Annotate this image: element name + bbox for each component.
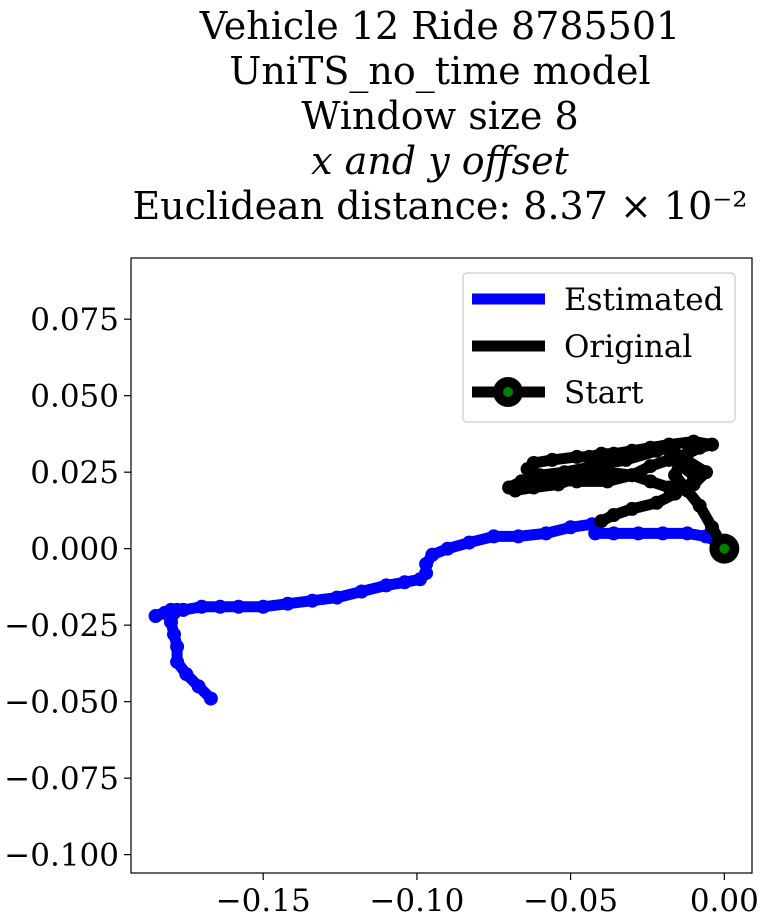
series-point-estimated [170,639,185,654]
series-point-estimated [440,541,455,556]
series-point-original [606,446,621,461]
series-point-estimated [179,667,194,682]
x-tick-label: 0.00 [690,883,759,919]
series-point-estimated [680,526,695,541]
series-point-original [619,452,633,467]
series-point-original [643,474,658,489]
series-point-original [668,446,683,461]
series-point-estimated [164,602,178,617]
legend: Estimated Original Start [462,272,736,423]
series-point-original [600,474,615,489]
x-tick-label: −0.05 [523,883,618,919]
series-point-estimated [379,578,394,593]
series-point-original [502,480,517,495]
legend-label-original: Original [564,329,692,365]
series-point-original [588,459,603,474]
series-point-original [686,474,701,489]
series-point-original [569,474,584,489]
series-point-estimated [256,599,271,614]
legend-label-start: Start [564,375,644,411]
series-point-estimated [167,627,181,642]
series-point-estimated [191,679,206,694]
title-line-1: Vehicle 12 Ride 8785501 [199,4,681,48]
series-point-estimated [655,526,670,541]
title-line-3: Window size 8 [301,94,579,138]
x-tick-label: −0.10 [369,883,464,919]
y-tick-label: −0.100 [4,838,119,874]
series-point-original [698,465,713,480]
plot-area-frame [130,257,753,874]
series-point-estimated [203,691,218,706]
series-point-original [625,468,640,483]
series-point-original [606,508,621,522]
series-point-original [514,474,529,489]
series-point-original [705,437,719,452]
y-tick-label: −0.075 [4,761,119,797]
legend-label-estimated: Estimated [564,282,723,318]
series-point-estimated [170,654,185,669]
series-point-estimated [280,596,295,611]
series-layer [148,434,740,706]
series-point-original [532,468,547,483]
chart-title: Vehicle 12 Ride 8785501 UniTS_no_time mo… [0,4,764,229]
title-line-5: Euclidean distance: 8.37 × 10⁻² [132,184,748,228]
legend-box [462,272,736,423]
series-point-estimated [462,535,477,550]
series-point-original [692,498,707,513]
series-point-estimated [194,599,209,614]
series-point-original [594,446,609,461]
series-point-original [649,443,664,458]
legend-marker-start-inner [503,387,513,397]
y-tick-label: 0.000 [30,532,119,568]
series-point-estimated [486,529,501,544]
series-point-estimated [397,575,412,590]
series-point-estimated [606,526,621,541]
series-point-original [557,465,572,480]
start-marker-inner [719,543,730,554]
series-point-original [649,495,664,510]
x-axis: −0.15 −0.10 −0.05 0.00 [216,873,759,919]
series-point-estimated [148,609,163,623]
series-point-estimated [425,547,440,562]
series-point-estimated [176,602,191,617]
series-point-original [643,459,658,474]
series-point-original [705,520,719,535]
y-tick-label: −0.050 [4,685,119,721]
y-axis: 0.075 0.050 0.025 0.000 −0.025 −0.050 −0.075 −0… [4,302,131,874]
series-point-original [526,480,541,495]
series-point-original [545,452,560,467]
y-tick-label: 0.050 [30,379,119,415]
series-point-estimated [213,599,228,614]
series-point-original [674,459,689,474]
series-point-estimated [588,526,603,541]
series-point-estimated [305,593,320,608]
series-point-estimated [539,526,553,541]
series-point-original [680,446,695,461]
title-line-4: x and y offset [311,139,569,183]
title-line-2: UniTS_no_time model [229,49,651,93]
series-point-original [594,514,609,529]
series-point-estimated [330,590,344,605]
series-point-estimated [354,584,369,599]
series-point-original [625,501,640,516]
series-point-original [686,434,701,449]
series-point-original [668,486,683,501]
x-tick-label: −0.15 [216,883,311,919]
series-point-estimated [231,599,246,614]
series-point-original [569,449,584,464]
y-tick-label: −0.025 [4,608,119,644]
series-point-original [551,477,566,492]
y-tick-label: 0.075 [30,302,119,338]
series-point-estimated [631,526,646,541]
series-point-original [520,462,535,477]
series-point-estimated [563,520,578,535]
series-point-estimated [511,529,526,544]
y-tick-label: 0.025 [30,455,119,491]
